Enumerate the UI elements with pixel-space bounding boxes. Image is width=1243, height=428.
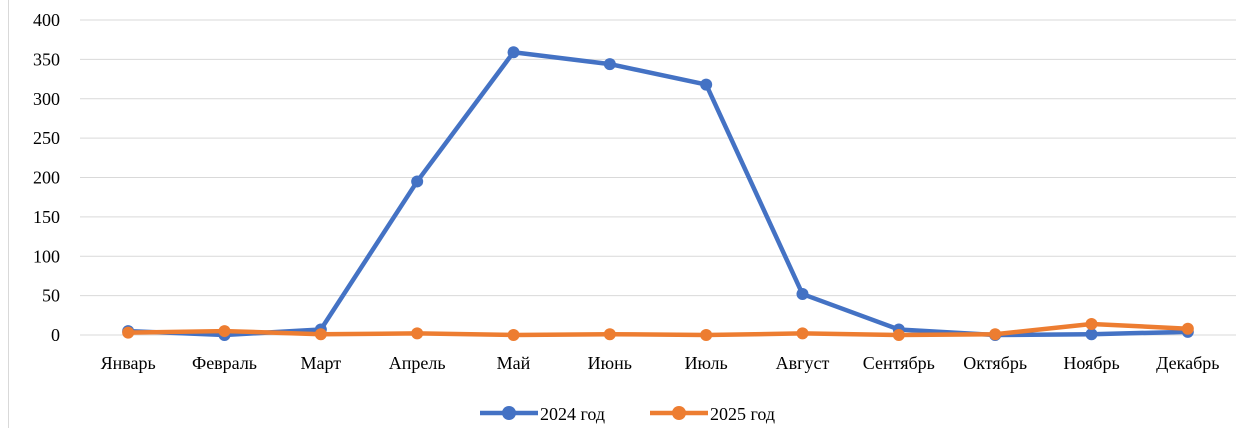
data-point [796,327,809,340]
y-tick-label: 50 [42,286,60,306]
x-tick-label: Июль [685,353,728,373]
x-tick-label: Сентябрь [863,353,935,373]
x-tick-label: Февраль [192,353,257,373]
data-point [122,326,135,339]
legend-marker [672,406,686,420]
data-point [892,329,905,341]
y-tick-label: 250 [33,128,60,148]
x-tick-label: Июнь [588,353,632,373]
y-tick-label: 400 [33,10,60,30]
data-point [603,328,616,341]
y-tick-label: 0 [51,325,60,345]
series-line [125,50,1191,338]
x-tick-label: Апрель [389,353,446,373]
data-point [411,327,424,340]
data-point [314,328,327,341]
legend-label: 2024 год [540,404,605,424]
y-tick-label: 300 [33,89,60,109]
x-tick-label: Май [497,353,531,373]
legend-marker [502,406,516,420]
data-point [1181,322,1194,335]
x-tick-label: Ноябрь [1063,353,1119,373]
data-point [796,288,809,301]
series-1 [122,46,1194,341]
data-point [989,328,1002,341]
chart-frame-border [8,0,9,428]
x-tick-label: Декабрь [1156,353,1219,373]
y-tick-label: 100 [33,246,60,266]
data-point [603,58,616,71]
series-group [122,46,1194,341]
data-point [411,175,424,188]
y-tick-label: 350 [33,49,60,69]
data-point [700,78,713,91]
data-point [218,325,231,338]
data-point [700,329,713,341]
x-tick-label: Январь [101,353,156,373]
y-tick-label: 150 [33,207,60,227]
data-point [1085,328,1098,341]
y-axis-ticks: 0 50 100 150 200 250 300 350 400 [33,10,60,345]
series-2 [122,317,1194,341]
x-tick-label: Октябрь [963,353,1027,373]
legend-item: 2025 год [650,404,775,424]
y-tick-label: 200 [33,168,60,188]
series-line [125,321,1191,338]
x-axis: Январь Февраль Март Апрель Май Июнь Июль Август… [80,334,1236,373]
legend: 2024 год 2025 год [480,404,775,424]
data-point [507,329,520,341]
data-point [507,46,520,59]
data-point [1085,317,1098,330]
legend-label: 2025 год [710,404,775,424]
gridlines [80,19,1236,297]
x-tick-label: Март [301,353,342,373]
legend-item: 2024 год [480,404,605,424]
x-tick-label: Август [776,353,830,373]
